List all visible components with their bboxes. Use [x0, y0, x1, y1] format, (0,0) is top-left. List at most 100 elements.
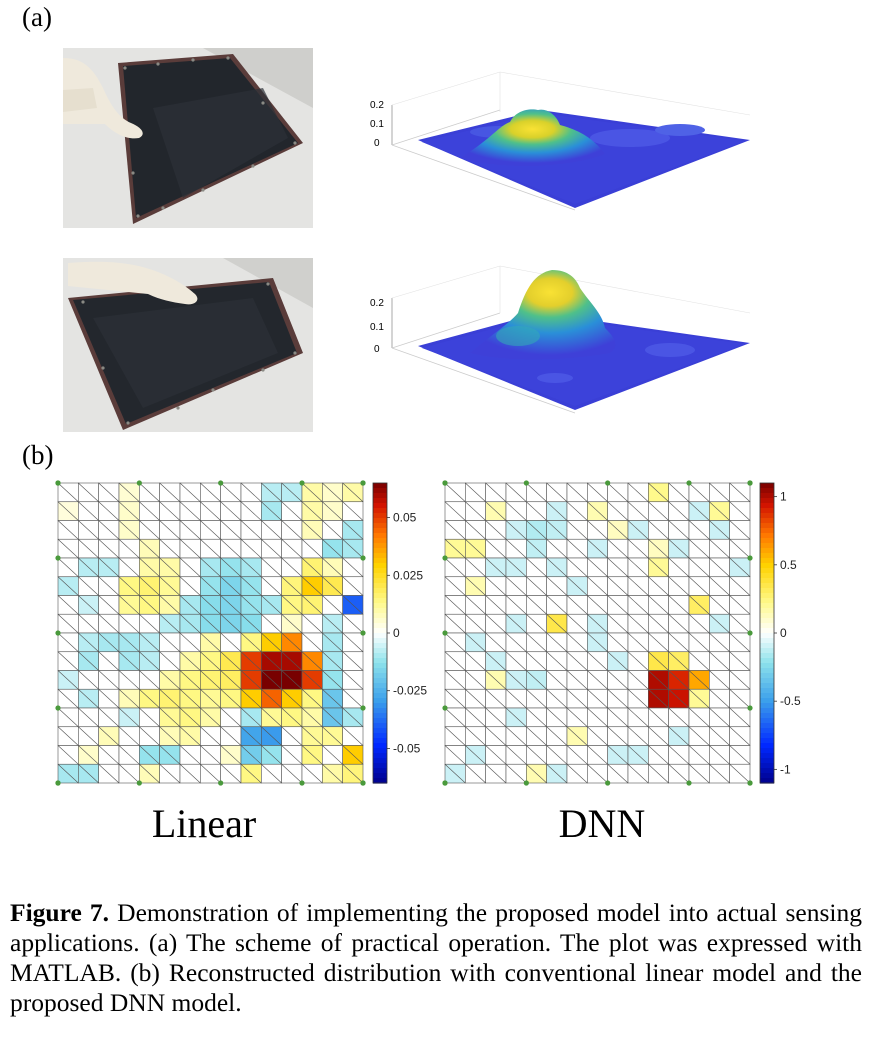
mesh-diagonal — [485, 595, 507, 615]
mesh-diagonal — [526, 670, 547, 690]
mesh-diagonal — [627, 482, 649, 502]
mesh-diagonal — [179, 520, 201, 540]
mesh-diagonal — [240, 501, 262, 521]
mesh-diagonal — [505, 689, 527, 709]
mesh-diagonal — [444, 576, 466, 596]
mesh-diagonal — [607, 689, 629, 709]
mesh-diagonal — [57, 614, 79, 634]
mesh-diagonal — [281, 651, 303, 671]
z-tick: 0.2 — [370, 298, 384, 309]
mesh-diagonal — [607, 501, 629, 521]
mesh-diagonal — [668, 482, 690, 502]
mesh-diagonal — [301, 614, 323, 634]
colorbar-segment — [373, 553, 387, 559]
mesh-diagonal — [159, 539, 181, 559]
mesh-diagonal — [505, 707, 527, 727]
mesh-diagonal — [98, 595, 120, 615]
mesh-diagonal — [566, 501, 588, 521]
mesh-diagonal — [465, 576, 486, 596]
mesh-diagonal — [709, 539, 730, 559]
colorbar-segment — [760, 653, 774, 659]
mesh-diagonal — [118, 557, 140, 577]
mesh-diagonal — [78, 539, 99, 559]
mesh-diagonal — [688, 482, 710, 502]
mesh-diagonal — [57, 557, 79, 577]
mesh-diagonal — [465, 614, 486, 634]
mesh-diagonal — [648, 764, 669, 784]
mesh-diagonal — [709, 651, 730, 671]
mesh-diagonal — [118, 501, 140, 521]
mesh-diagonal — [240, 670, 262, 690]
electrode-dot — [686, 480, 692, 486]
colorbar-segment — [760, 738, 774, 744]
mesh-diagonal — [322, 689, 343, 709]
mesh-diagonal — [200, 726, 221, 746]
mesh-diagonal — [546, 707, 568, 727]
mesh-diagonal — [179, 614, 201, 634]
mesh-diagonal — [322, 632, 343, 652]
mesh-diagonal — [505, 501, 527, 521]
mesh-diagonal — [729, 670, 751, 690]
colorbar-segment — [373, 758, 387, 764]
mesh-diagonal — [444, 670, 466, 690]
mesh-diagonal — [118, 539, 140, 559]
colorbar-segment — [760, 768, 774, 774]
mesh-diagonal — [444, 595, 466, 615]
mesh-diagonal — [648, 745, 669, 765]
colorbar-segment — [760, 693, 774, 699]
mesh-diagonal — [57, 501, 79, 521]
mesh-diagonal — [587, 632, 608, 652]
colorbar-segment — [760, 493, 774, 499]
colorbar-segment — [373, 663, 387, 669]
mesh-diagonal — [98, 651, 120, 671]
mesh-diagonal — [240, 689, 262, 709]
colorbar-tick-label: -0.05 — [393, 741, 421, 755]
mesh-diagonal — [444, 632, 466, 652]
electrode-dot — [605, 780, 611, 786]
colorbar-segment — [373, 638, 387, 644]
heatmap-dnn: 1 0.5 0 -0.5 -1 — [442, 480, 801, 786]
mesh-diagonal — [98, 557, 120, 577]
mesh-diagonal — [546, 764, 568, 784]
mesh-diagonal — [587, 745, 608, 765]
colorbar-segment — [373, 673, 387, 679]
mesh-diagonal — [729, 764, 751, 784]
mesh-diagonal — [159, 576, 181, 596]
mesh-diagonal — [301, 557, 323, 577]
electrode-dot — [55, 555, 61, 561]
mesh-diagonal — [139, 764, 160, 784]
mesh-diagonal — [587, 501, 608, 521]
colorbar-segment — [373, 713, 387, 719]
mesh-diagonal — [546, 595, 568, 615]
mesh-diagonal — [98, 726, 120, 746]
mesh-diagonal — [261, 614, 282, 634]
colorbar-segment — [760, 568, 774, 574]
mesh-diagonal — [546, 520, 568, 540]
mesh-diagonal — [709, 520, 730, 540]
colorbar-segment — [373, 618, 387, 624]
mesh-diagonal — [465, 745, 486, 765]
electrode-dot — [747, 705, 753, 711]
mesh-diagonal — [607, 707, 629, 727]
colorbar-segment — [373, 693, 387, 699]
electrode-dot — [523, 480, 529, 486]
mesh-diagonal — [729, 707, 751, 727]
mesh-diagonal — [200, 539, 221, 559]
mesh-diagonal — [220, 614, 242, 634]
mesh-diagonal — [729, 557, 751, 577]
mesh-diagonal — [240, 726, 262, 746]
colorbar-segment — [373, 728, 387, 734]
mesh-diagonal — [607, 745, 629, 765]
mesh-diagonal — [220, 707, 242, 727]
mesh-diagonal — [607, 576, 629, 596]
mesh-diagonal — [322, 670, 343, 690]
colorbar-segment — [760, 763, 774, 769]
electrode-dot — [686, 780, 692, 786]
mesh-diagonal — [709, 707, 730, 727]
z-tick: 0 — [374, 344, 380, 355]
colorbar-segment — [373, 593, 387, 599]
mesh-diagonal — [526, 557, 547, 577]
mesh-diagonal — [139, 539, 160, 559]
mesh-diagonal — [505, 482, 527, 502]
colorbar-segment — [760, 673, 774, 679]
